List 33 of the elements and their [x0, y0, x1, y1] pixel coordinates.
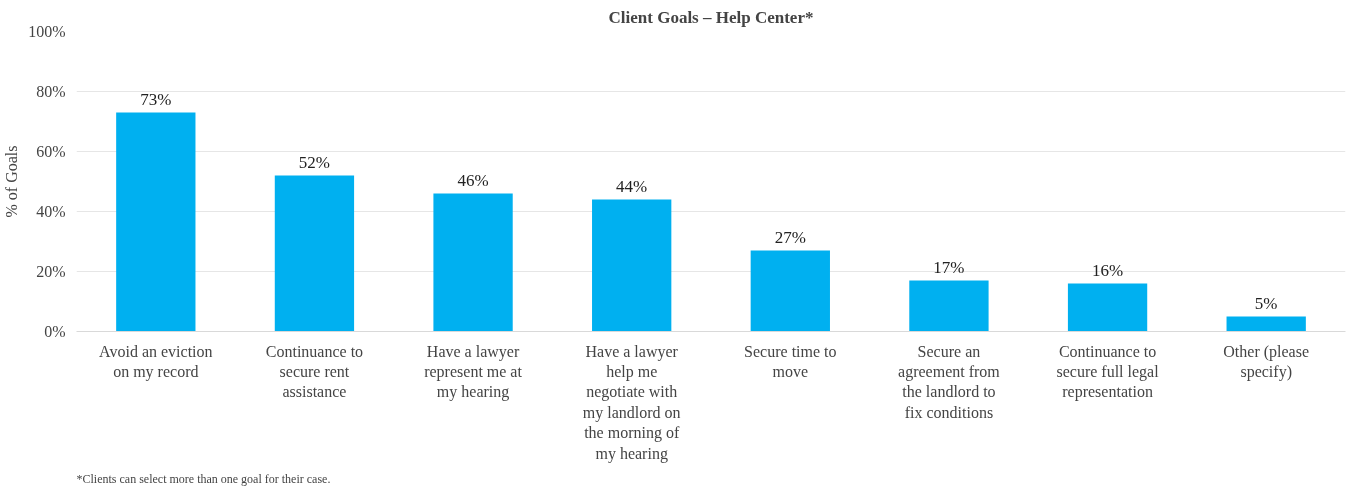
bar [1067, 283, 1148, 332]
data-label: 17% [933, 257, 965, 277]
bar [116, 112, 196, 332]
data-label: 27% [774, 227, 806, 247]
x-tick-label: Secure time to move [744, 342, 837, 380]
y-tick-label: 20% [36, 263, 66, 280]
bar [274, 175, 355, 332]
data-label: 52% [298, 152, 331, 172]
bar [1226, 316, 1306, 332]
chart-title: Client Goals – Help Center* [608, 7, 814, 27]
x-tick-label: Continuance to secure full legal representation [1056, 342, 1160, 402]
y-tick-label: 40% [36, 203, 66, 220]
data-label: 44% [616, 176, 648, 196]
bar [750, 250, 830, 332]
bar [909, 280, 989, 332]
data-label: 73% [140, 89, 172, 109]
x-tick-label: Have a lawyer represent me at my hearing [424, 342, 523, 402]
y-tick-label: 0% [44, 323, 66, 340]
x-tick-label: Other (please specify) [1223, 342, 1310, 381]
bar [592, 199, 672, 332]
bar [433, 193, 513, 332]
y-tick-label: 100% [28, 23, 66, 40]
y-tick-label: 60% [36, 143, 66, 160]
data-label: 5% [1254, 293, 1278, 313]
data-label: 16% [1091, 260, 1124, 280]
y-tick-label: 80% [36, 83, 66, 100]
x-tick-label: Avoid an eviction on my record [99, 342, 213, 381]
x-tick-label: Secure an agreement from the landlord to fix conditions [898, 342, 1001, 421]
x-tick-label: Continuance to secure rent assistance [265, 342, 364, 401]
data-label: 46% [457, 170, 489, 190]
x-tick-label: Have a lawyer help me negotiate with my landlord on the morning of my hearing [582, 342, 681, 463]
y-axis-title: % of Goals [3, 145, 21, 218]
text: *Clients can select more than one goal for their case. [76, 471, 331, 486]
